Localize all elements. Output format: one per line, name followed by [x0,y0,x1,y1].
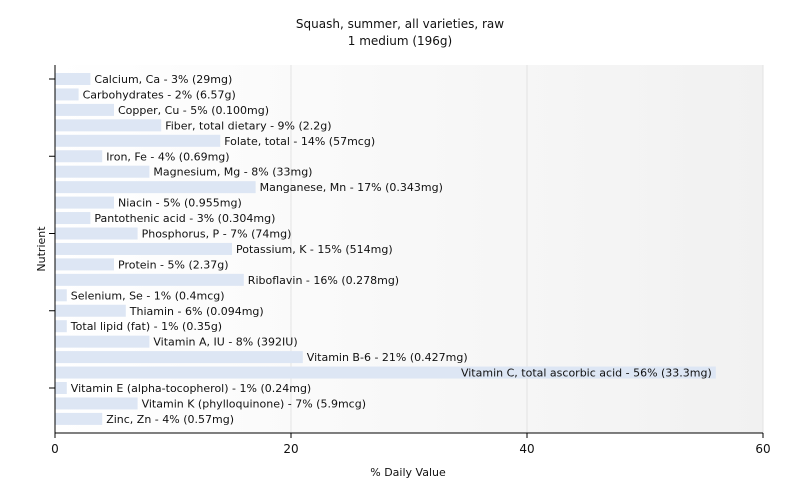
bar [55,412,103,425]
bar [55,181,256,194]
bar-label: Zinc, Zn - 4% (0.57mg) [106,413,234,426]
x-tick-label: 0 [51,442,59,456]
bar [55,242,232,255]
bar [55,103,114,116]
bars [55,73,716,425]
bar-label: Potassium, K - 15% (514mg) [236,243,393,256]
bar-label: Pantothenic acid - 3% (0.304mg) [94,212,275,225]
bar-label: Selenium, Se - 1% (0.4mcg) [71,289,225,302]
bar [55,88,79,101]
x-tick-label: 40 [519,442,534,456]
bar-label: Carbohydrates - 2% (6.57g) [83,88,236,101]
axes [49,65,764,438]
bar-label: Vitamin E (alpha-tocopherol) - 1% (0.24m… [71,382,311,395]
bar-label: Niacin - 5% (0.955mg) [118,197,242,210]
bar [55,335,150,348]
bar-label: Vitamin C, total ascorbic acid - 56% (33… [461,367,712,380]
bar [55,196,114,209]
bar-label: Folate, total - 14% (57mcg) [224,135,375,148]
bar-label: Vitamin K (phylloquinone) - 7% (5.9mcg) [142,397,366,410]
bar-label: Magnesium, Mg - 8% (33mg) [153,166,312,179]
chart-title: Squash, summer, all varieties, raw [296,17,504,31]
bar-label: Thiamin - 6% (0.094mg) [129,305,264,318]
bar-label: Riboflavin - 16% (0.278mg) [248,274,399,287]
x-tick-label: 20 [283,442,298,456]
bar [55,273,244,286]
bar-label: Protein - 5% (2.37g) [118,258,229,271]
bar-labels: Calcium, Ca - 3% (29mg) Carbohydrates - 2… [70,73,712,426]
bar [55,119,162,132]
bar [55,227,138,240]
bar [55,258,114,271]
y-axis-label: Nutrient [35,226,48,272]
bar-label: Phosphorus, P - 7% (74mg) [142,228,292,241]
bar [55,397,138,410]
bar-label: Vitamin A, IU - 8% (392IU) [153,336,297,349]
bar [55,165,150,178]
bar-label: Total lipid (fat) - 1% (0.35g) [70,320,222,333]
bar-label: Fiber, total dietary - 9% (2.2g) [165,119,331,132]
bar [55,382,67,394]
bar-label: Calcium, Ca - 3% (29mg) [94,73,232,86]
bar [55,304,126,317]
chart-subtitle: 1 medium (196g) [348,34,452,48]
x-axis-label: % Daily Value [370,466,446,479]
bar-label: Iron, Fe - 4% (0.69mg) [106,150,229,163]
bar [55,351,303,364]
bar-label: Manganese, Mn - 17% (0.343mg) [260,181,443,194]
bar [55,289,67,302]
x-tick-labels: 0 20 40 60 [51,442,770,456]
bar-label: Copper, Cu - 5% (0.100mg) [118,104,269,117]
bar [55,73,91,85]
bar [55,134,221,147]
bar [55,320,67,333]
x-tick-label: 60 [755,442,770,456]
bar [55,212,91,225]
bar [55,366,716,379]
bar-label: Vitamin B-6 - 21% (0.427mg) [307,351,468,364]
bar [55,150,103,163]
